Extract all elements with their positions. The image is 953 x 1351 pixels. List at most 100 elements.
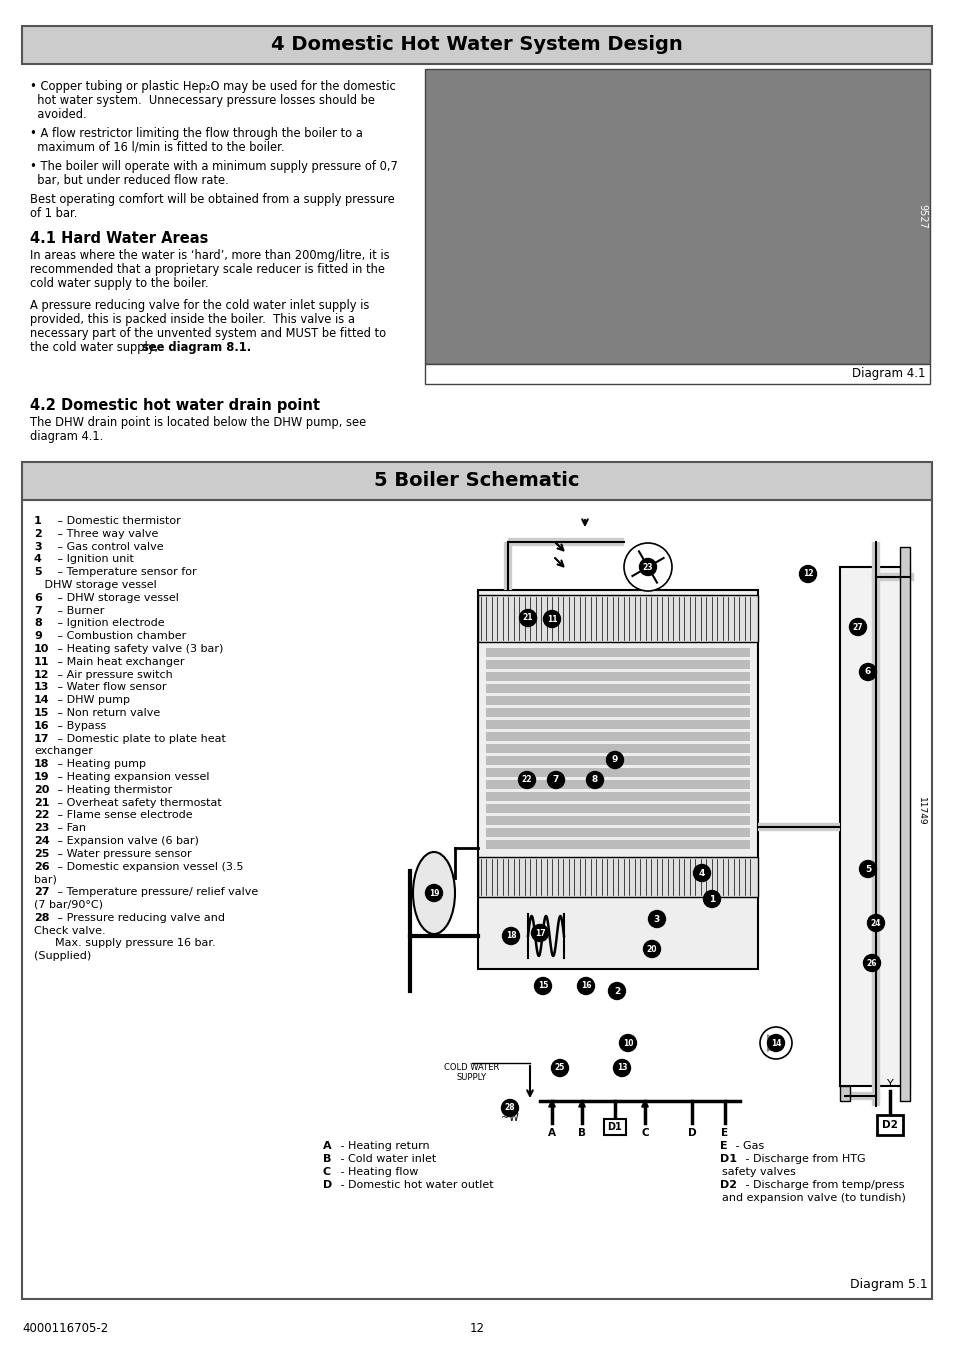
Text: B: B xyxy=(323,1154,331,1165)
Text: 21: 21 xyxy=(34,797,50,808)
Text: 5: 5 xyxy=(34,567,42,577)
Bar xyxy=(485,816,749,825)
Text: 17: 17 xyxy=(534,928,545,938)
Circle shape xyxy=(799,566,816,582)
Text: and expansion valve (to tundish): and expansion valve (to tundish) xyxy=(721,1193,905,1202)
Bar xyxy=(485,661,749,669)
Bar xyxy=(603,1119,625,1135)
Text: 7: 7 xyxy=(34,605,42,616)
Text: – Fan: – Fan xyxy=(54,823,86,834)
Circle shape xyxy=(702,890,720,908)
Text: 8: 8 xyxy=(591,775,598,785)
Circle shape xyxy=(606,751,623,769)
Circle shape xyxy=(518,771,535,789)
Text: C: C xyxy=(323,1167,331,1177)
Text: Best operating comfort will be obtained from a supply pressure: Best operating comfort will be obtained … xyxy=(30,193,395,205)
Text: 20: 20 xyxy=(34,785,50,794)
Text: 4.2 Domestic hot water drain point: 4.2 Domestic hot water drain point xyxy=(30,399,319,413)
Text: 19: 19 xyxy=(428,889,438,897)
Text: 4.1 Hard Water Areas: 4.1 Hard Water Areas xyxy=(30,231,208,246)
Circle shape xyxy=(586,771,603,789)
Text: provided, this is packed inside the boiler.  This valve is a: provided, this is packed inside the boil… xyxy=(30,313,355,326)
Bar xyxy=(876,1115,902,1135)
Circle shape xyxy=(534,978,551,994)
Text: 7: 7 xyxy=(552,775,558,785)
Bar xyxy=(485,804,749,813)
Circle shape xyxy=(551,1059,568,1077)
Text: 8: 8 xyxy=(34,619,42,628)
Text: – Combustion chamber: – Combustion chamber xyxy=(54,631,186,642)
Text: - Cold water inlet: - Cold water inlet xyxy=(336,1154,436,1165)
Text: – Expansion valve (6 bar): – Expansion valve (6 bar) xyxy=(54,836,198,846)
Text: - Discharge from temp/press: - Discharge from temp/press xyxy=(741,1179,903,1190)
Text: 5: 5 xyxy=(864,865,870,874)
Text: 6: 6 xyxy=(34,593,42,603)
Text: - Heating flow: - Heating flow xyxy=(336,1167,418,1177)
Text: In areas where the water is ‘hard’, more than 200mg/litre, it is: In areas where the water is ‘hard’, more… xyxy=(30,249,389,262)
Bar xyxy=(485,780,749,789)
Text: – Water pressure sensor: – Water pressure sensor xyxy=(54,848,192,859)
Text: – Domestic expansion vessel (3.5: – Domestic expansion vessel (3.5 xyxy=(54,862,243,871)
Text: 28: 28 xyxy=(34,913,50,923)
Bar xyxy=(485,684,749,693)
Bar xyxy=(485,757,749,765)
Text: 2: 2 xyxy=(613,986,619,996)
Bar xyxy=(22,500,931,1300)
Text: – Gas control valve: – Gas control valve xyxy=(54,542,164,551)
Polygon shape xyxy=(766,1034,784,1052)
Text: – Ignition electrode: – Ignition electrode xyxy=(54,619,165,628)
Text: 10: 10 xyxy=(34,644,50,654)
Text: • The boiler will operate with a minimum supply pressure of 0,7: • The boiler will operate with a minimum… xyxy=(30,159,397,173)
Text: 15: 15 xyxy=(537,981,548,990)
Text: 11: 11 xyxy=(34,657,50,667)
Text: Diagram 5.1: Diagram 5.1 xyxy=(849,1278,927,1292)
Text: 4000116705-2: 4000116705-2 xyxy=(22,1323,108,1336)
Text: 15: 15 xyxy=(34,708,50,717)
Text: 23: 23 xyxy=(34,823,50,834)
Text: 27: 27 xyxy=(34,888,50,897)
Text: – Domestic thermistor: – Domestic thermistor xyxy=(54,516,180,526)
Bar xyxy=(485,767,749,777)
Text: 28: 28 xyxy=(504,1104,515,1112)
Bar xyxy=(485,792,749,801)
Text: 12: 12 xyxy=(34,670,50,680)
Circle shape xyxy=(547,771,564,789)
Text: 22: 22 xyxy=(521,775,532,785)
Text: necessary part of the unvented system and MUST be fitted to: necessary part of the unvented system an… xyxy=(30,327,386,340)
Bar xyxy=(840,567,909,1086)
Bar xyxy=(840,1086,849,1101)
Text: 4: 4 xyxy=(34,554,42,565)
Text: see diagram 8.1.: see diagram 8.1. xyxy=(142,340,251,354)
Bar xyxy=(424,363,929,384)
Bar xyxy=(485,720,749,730)
Text: 21: 21 xyxy=(522,613,533,623)
Circle shape xyxy=(613,1059,630,1077)
Text: – Temperature pressure/ relief valve: – Temperature pressure/ relief valve xyxy=(54,888,258,897)
Text: – Heating safety valve (3 bar): – Heating safety valve (3 bar) xyxy=(54,644,223,654)
Text: ~W: ~W xyxy=(500,1113,518,1123)
Text: safety valves: safety valves xyxy=(721,1167,795,1177)
Text: – Non return valve: – Non return valve xyxy=(54,708,160,717)
Text: 16: 16 xyxy=(34,721,50,731)
Text: 22: 22 xyxy=(34,811,50,820)
Text: – Domestic plate to plate heat: – Domestic plate to plate heat xyxy=(54,734,226,743)
Circle shape xyxy=(639,558,656,576)
Bar xyxy=(22,462,931,500)
Text: D: D xyxy=(323,1179,332,1190)
Text: of 1 bar.: of 1 bar. xyxy=(30,207,77,220)
Text: 3: 3 xyxy=(653,915,659,924)
Text: – Air pressure switch: – Air pressure switch xyxy=(54,670,172,680)
Bar xyxy=(477,590,758,969)
Circle shape xyxy=(531,924,548,942)
Bar xyxy=(899,547,909,1101)
Text: 11749: 11749 xyxy=(916,797,924,825)
Text: Check valve.: Check valve. xyxy=(34,925,106,936)
Text: 9527: 9527 xyxy=(916,204,926,228)
Text: B: B xyxy=(578,1128,585,1138)
Circle shape xyxy=(859,663,876,681)
Text: E: E xyxy=(720,1128,728,1138)
Circle shape xyxy=(618,1035,636,1051)
Circle shape xyxy=(577,978,594,994)
Text: 14: 14 xyxy=(770,1039,781,1047)
Text: bar): bar) xyxy=(34,874,57,885)
